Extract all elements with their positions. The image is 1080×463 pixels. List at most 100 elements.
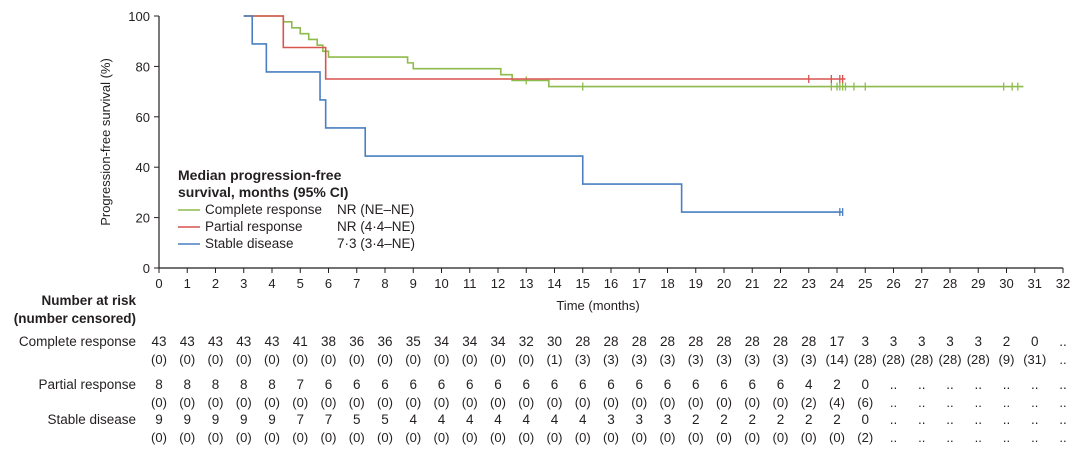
survival-curves (243, 15, 1024, 217)
at-risk-value: .. (974, 377, 982, 392)
censored-value: .. (1003, 430, 1010, 445)
at-risk-value: 0 (861, 377, 869, 392)
censored-value: (0) (518, 430, 534, 445)
censored-value: (31) (1023, 352, 1046, 367)
censored-value: (9) (999, 352, 1015, 367)
censored-value: (0) (208, 430, 224, 445)
censored-value: (0) (236, 352, 252, 367)
at-risk-value: 4 (409, 412, 417, 427)
legend-label: Stable disease (205, 236, 294, 251)
at-risk-value: .. (946, 412, 954, 427)
censored-value: (0) (377, 395, 393, 410)
at-risk-value: 4 (522, 412, 530, 427)
x-tick-label: 8 (381, 276, 388, 291)
at-risk-value: 28 (773, 334, 788, 349)
at-risk-value: 2 (1003, 334, 1011, 349)
at-risk-value: 6 (466, 377, 474, 392)
at-risk-value: 34 (490, 334, 506, 349)
censored-value: (0) (660, 395, 676, 410)
censored-value: .. (918, 430, 925, 445)
censored-value: .. (1003, 395, 1010, 410)
censored-value: (0) (151, 395, 167, 410)
legend: Median progression-free survival, months… (178, 167, 415, 251)
at-risk-value: 8 (212, 377, 220, 392)
x-tick-label: 25 (858, 276, 872, 291)
censored-value: (0) (575, 430, 591, 445)
at-risk-value: 3 (946, 334, 954, 349)
legend-median: NR (NE–NE) (337, 202, 414, 217)
at-risk-value: 8 (183, 377, 191, 392)
censored-value: (3) (801, 352, 817, 367)
censored-value: (0) (434, 352, 450, 367)
censored-value: (0) (716, 395, 732, 410)
x-tick-label: 2 (212, 276, 219, 291)
at-risk-value: 6 (438, 377, 446, 392)
censored-value: (3) (603, 352, 619, 367)
at-risk-value: 4 (466, 412, 474, 427)
at-risk-value: 28 (688, 334, 703, 349)
risk-header-line1: Number at risk (41, 293, 136, 308)
risk-table: Complete response 43 43 43 43 43 41 38 36 36 35 34 3… (19, 334, 1067, 445)
at-risk-value: 43 (151, 334, 166, 349)
at-risk-value: 0 (1031, 334, 1039, 349)
at-risk-value: 9 (240, 412, 248, 427)
at-risk-value: 3 (974, 334, 982, 349)
at-risk-value: .. (1003, 412, 1011, 427)
at-risk-value: 6 (353, 377, 361, 392)
censored-value: (0) (631, 395, 647, 410)
at-risk-value: 36 (377, 334, 392, 349)
censored-value: .. (946, 395, 953, 410)
censored-value: (0) (744, 430, 760, 445)
at-risk-value: .. (974, 412, 982, 427)
at-risk-value: .. (1059, 377, 1067, 392)
at-risk-value: 34 (434, 334, 450, 349)
at-risk-value: .. (1031, 412, 1039, 427)
at-risk-value: 3 (918, 334, 926, 349)
censored-value: (3) (631, 352, 647, 367)
at-risk-value: 9 (212, 412, 220, 427)
x-tick-label: 7 (353, 276, 360, 291)
at-risk-value: 9 (183, 412, 191, 427)
x-tick-label: 13 (519, 276, 533, 291)
curve-partial-response (243, 15, 846, 80)
x-tick-label: 17 (632, 276, 646, 291)
censored-value: (28) (910, 352, 933, 367)
at-risk-value: 8 (155, 377, 163, 392)
censored-value: (4) (829, 395, 845, 410)
at-risk-value: 4 (551, 412, 559, 427)
at-risk-value: 28 (716, 334, 731, 349)
censored-value: (0) (518, 352, 534, 367)
at-risk-value: 2 (777, 412, 785, 427)
x-tick-label: 1 (184, 276, 191, 291)
x-tick-label: 27 (915, 276, 929, 291)
at-risk-value: 4 (805, 377, 813, 392)
x-axis-label: Time (months) (556, 298, 639, 313)
x-tick-label: 12 (491, 276, 505, 291)
x-tick-label: 14 (547, 276, 561, 291)
x-tick-label: 6 (325, 276, 332, 291)
censored-value: (0) (236, 430, 252, 445)
at-risk-value: 28 (603, 334, 618, 349)
at-risk-value: 6 (579, 377, 587, 392)
censored-value: (0) (575, 395, 591, 410)
censored-value: (28) (882, 352, 905, 367)
at-risk-value: .. (1031, 377, 1039, 392)
at-risk-value: 4 (438, 412, 446, 427)
at-risk-value: 6 (409, 377, 417, 392)
x-tick-label: 20 (717, 276, 731, 291)
censored-value: (0) (716, 430, 732, 445)
y-tick-label: 0 (143, 261, 150, 276)
censored-value: (2) (857, 430, 873, 445)
at-risk-value: 6 (522, 377, 530, 392)
x-tick-label: 5 (297, 276, 304, 291)
y-tick-label: 60 (136, 110, 150, 125)
at-risk-value: 28 (660, 334, 675, 349)
censored-value: (0) (462, 352, 478, 367)
x-tick-label: 15 (576, 276, 590, 291)
censored-value: (0) (349, 430, 365, 445)
censored-value: (0) (801, 430, 817, 445)
at-risk-value: 5 (353, 412, 361, 427)
censored-value: .. (1031, 395, 1038, 410)
at-risk-value: 3 (607, 412, 615, 427)
censored-value: (0) (377, 430, 393, 445)
